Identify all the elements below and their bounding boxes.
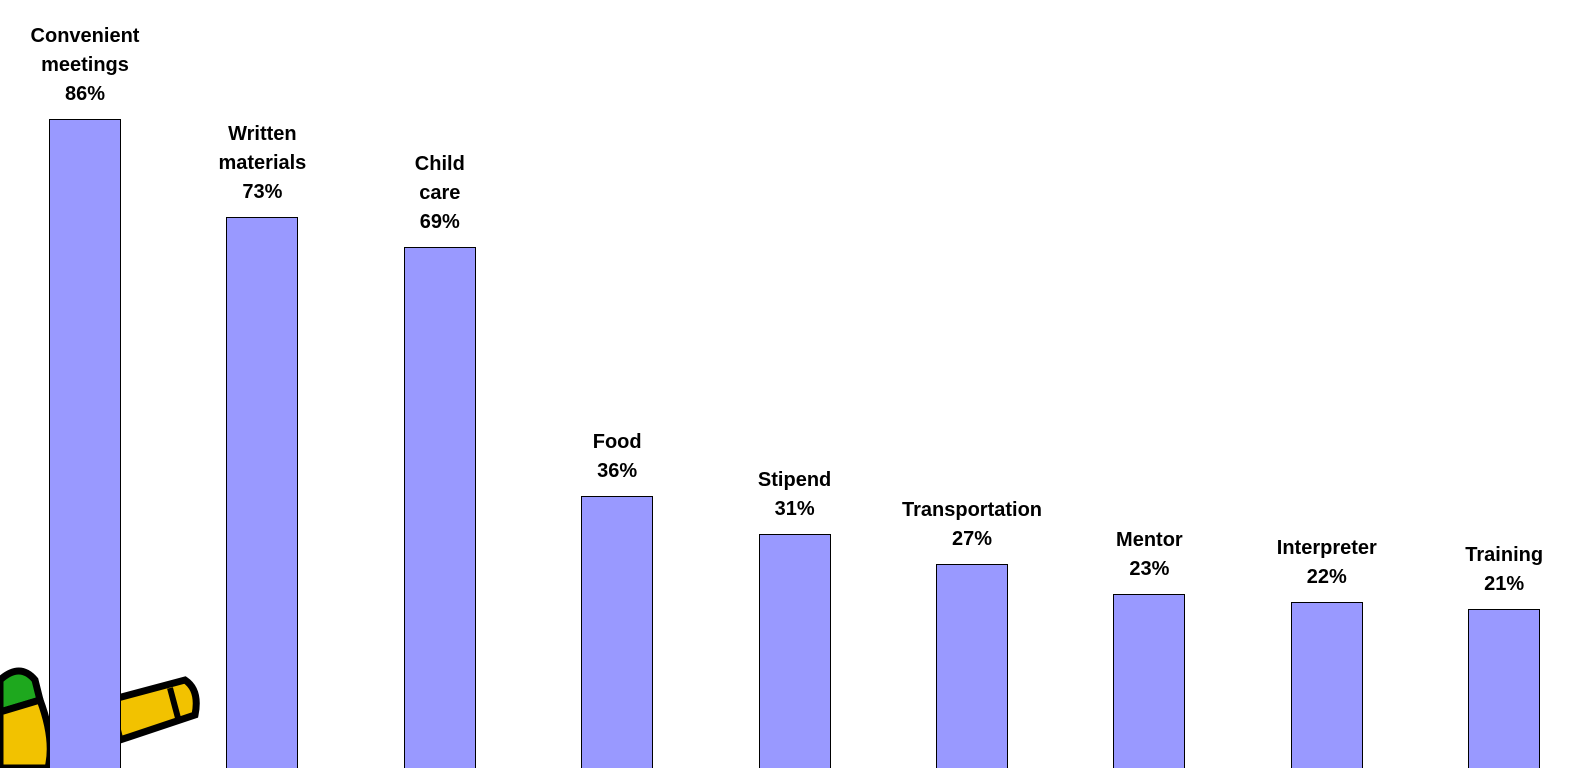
category-label: Child care [414, 153, 465, 205]
bar-label: Training 21% [1465, 541, 1543, 599]
bar [1290, 601, 1363, 768]
clip-art [0, 667, 200, 768]
bar-label: Food 36% [593, 428, 642, 486]
bar-label: Interpreter 22% [1277, 534, 1377, 592]
category-label: Food [592, 431, 642, 454]
bar-label: Child care 69% [415, 150, 465, 237]
bar-label: Transportation 27% [902, 496, 1042, 554]
bar-label: Convenient meetings 86% [31, 22, 140, 109]
bar [758, 533, 831, 768]
category-label: Mentor [1116, 529, 1183, 552]
bar-label: Mentor 23% [1116, 526, 1183, 584]
value-label: 21% [1484, 573, 1525, 596]
value-label: 73% [242, 180, 283, 203]
value-label: 23% [1129, 558, 1170, 581]
category-label: Training [1465, 544, 1544, 567]
bar [403, 247, 476, 768]
bar [1113, 594, 1186, 768]
bar [1468, 609, 1541, 768]
category-label: Transportation [901, 499, 1043, 522]
value-label: 31% [774, 497, 815, 520]
category-label: Stipend [757, 468, 832, 491]
category-label: Convenient meetings [30, 24, 140, 76]
value-label: 69% [419, 211, 460, 234]
value-label: 36% [597, 460, 638, 483]
value-label: 22% [1306, 565, 1347, 588]
category-label: Written materials [218, 122, 307, 174]
category-label: Interpreter [1276, 536, 1377, 559]
bar [581, 496, 654, 768]
value-label: 86% [64, 82, 106, 105]
bar-label: Stipend 31% [758, 466, 831, 524]
bar-label: Written materials 73% [218, 120, 306, 207]
bar [226, 216, 299, 768]
value-label: 27% [951, 528, 993, 551]
bar [936, 564, 1008, 768]
bar [49, 118, 121, 768]
